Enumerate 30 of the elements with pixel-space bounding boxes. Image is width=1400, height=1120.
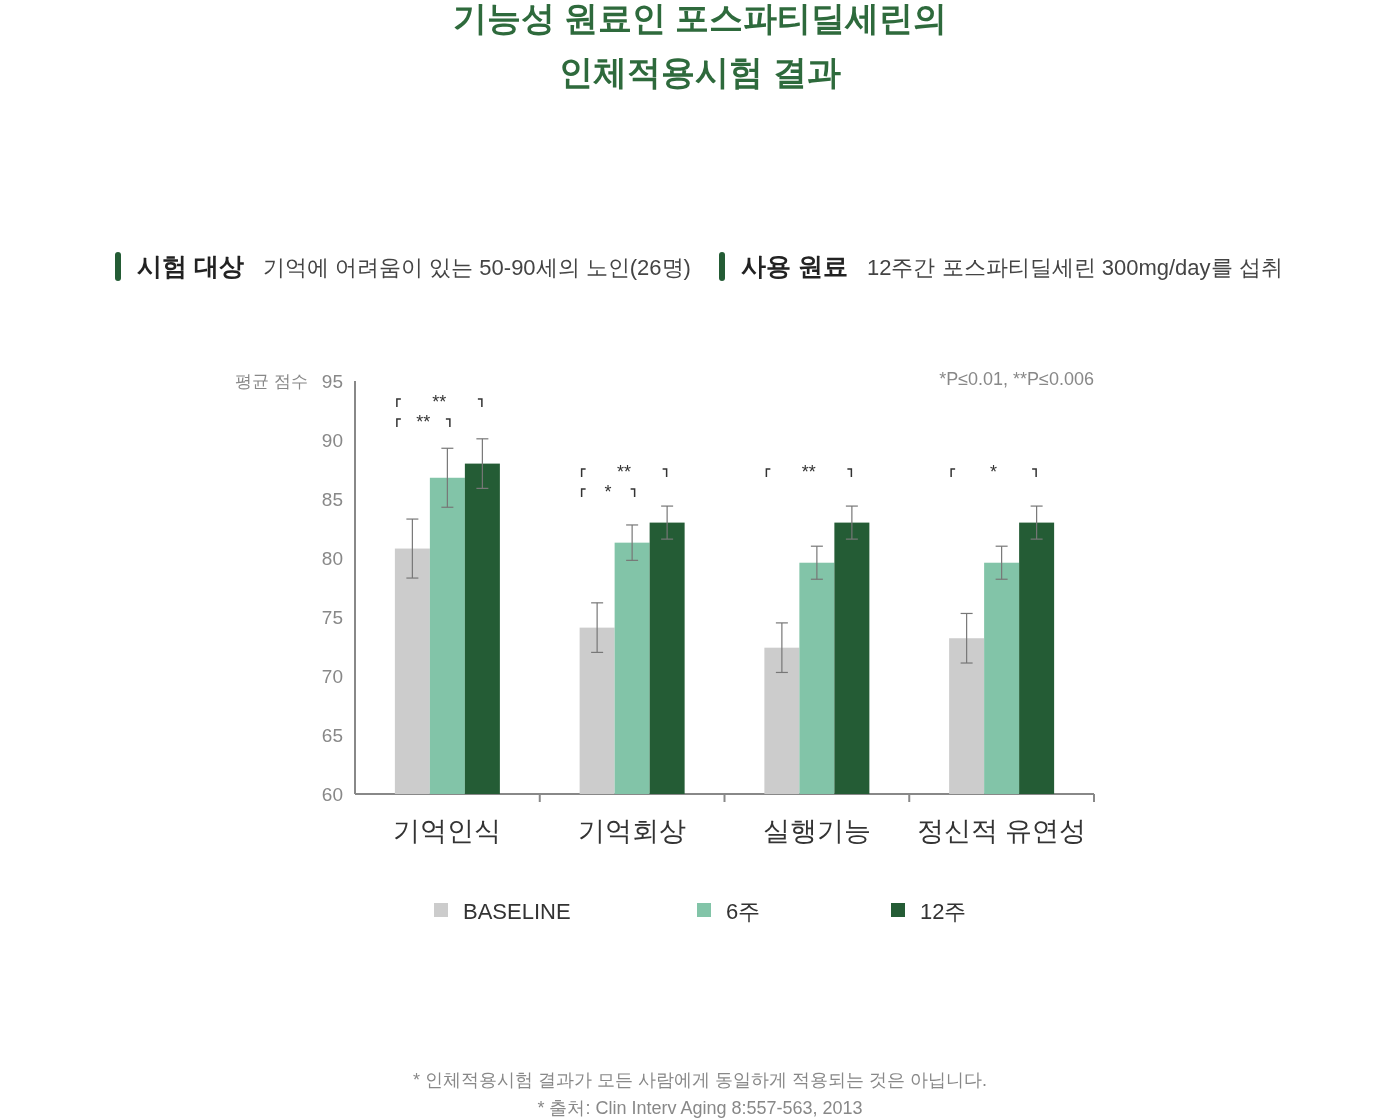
chart-title: 기능성 원료인 포스파티딜세린의 인체적용시험 결과 bbox=[452, 0, 948, 91]
y-tick-label: 60 bbox=[321, 784, 343, 805]
y-tick-label: 90 bbox=[321, 430, 343, 451]
annotation: * bbox=[604, 482, 612, 502]
annotation: ** bbox=[617, 462, 632, 482]
x-tick-label: 기억인식 bbox=[393, 816, 502, 846]
y-tick-label: 75 bbox=[321, 607, 343, 628]
y-tick-label: 65 bbox=[321, 725, 343, 746]
legend-label: BASELINE bbox=[463, 899, 571, 924]
y-tick-label: 85 bbox=[321, 489, 343, 510]
annotation: ** bbox=[801, 462, 816, 482]
text: * 인체적용시험 결과가 모든 사람에게 동일하게 적용되는 것은 아닙니다. bbox=[412, 1070, 988, 1090]
text: 시험 대상 bbox=[137, 252, 244, 280]
x-tick-label: 정신적 유연성 bbox=[916, 816, 1087, 846]
text: 기억에 어려움이 있는 50-90세의 노인(26명) bbox=[263, 255, 691, 280]
x-tick-label: 기억회상 bbox=[578, 816, 687, 846]
annotation: *P≤0.01, **P≤0.006 bbox=[939, 369, 1094, 389]
annotation: * bbox=[990, 462, 998, 482]
legend-label: 6주 bbox=[726, 899, 761, 924]
y-tick-label: 80 bbox=[321, 548, 343, 569]
x-tick-label: 실행기능 bbox=[762, 816, 871, 846]
text: * 출처: Clin Interv Aging 8:557-563, 2013 bbox=[537, 1098, 863, 1118]
y-tick-label: 95 bbox=[321, 371, 343, 392]
annotation: ** bbox=[416, 412, 431, 432]
y-axis-title: 평균 점수 bbox=[235, 372, 308, 391]
legend-label: 12주 bbox=[920, 899, 967, 924]
text: 12주간 포스파티딜세린 300mg/day를 섭취 bbox=[867, 255, 1283, 280]
y-tick-label: 70 bbox=[321, 666, 343, 687]
annotation: ** bbox=[432, 392, 447, 412]
text: 사용 원료 bbox=[741, 252, 848, 280]
